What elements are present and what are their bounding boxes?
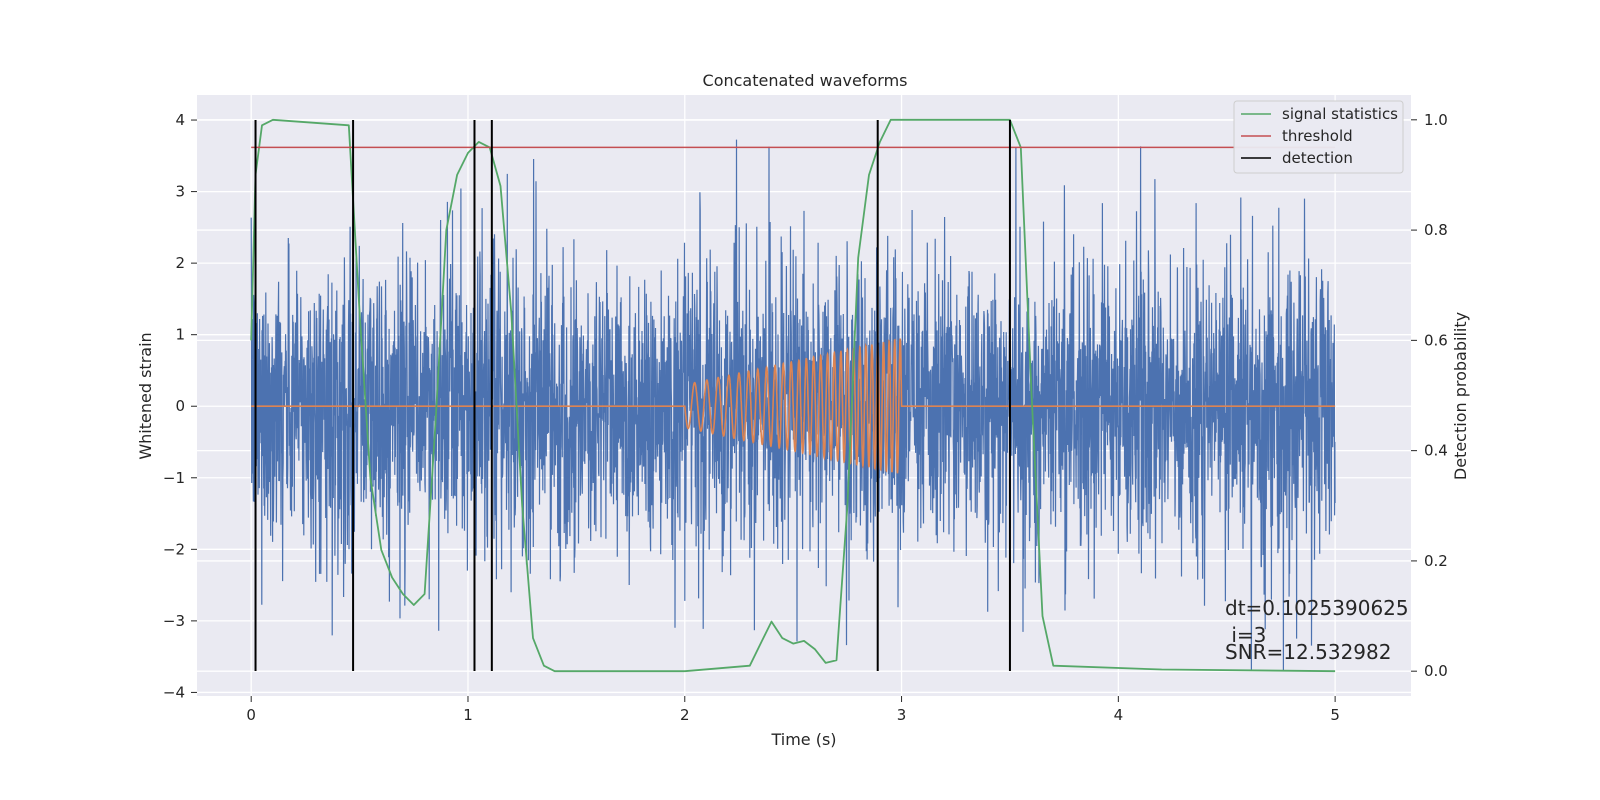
y2-axis-ticks: 1.0 0.8 0.6 0.4 0.2 0.0 xyxy=(1411,111,1448,680)
annotation-i: i=3 xyxy=(1225,623,1266,647)
y-axis-label: Whitened strain xyxy=(136,332,155,459)
x-tick-label-1: 1 xyxy=(463,706,473,724)
y2-tick-label-5: 0.0 xyxy=(1424,662,1448,680)
legend-box xyxy=(1233,100,1404,174)
detection-series xyxy=(254,120,1011,671)
x-tick-label-5: 5 xyxy=(1330,706,1340,724)
legend-label-detection: detection xyxy=(1282,149,1353,167)
annotation-snr: SNR=12.532982 xyxy=(1225,640,1391,664)
y-tick-label-1: 3 xyxy=(175,183,185,201)
y-tick-label-3: 1 xyxy=(175,326,185,344)
y-tick-label-8: −4 xyxy=(163,683,185,701)
strain-series xyxy=(250,139,1336,672)
chart-title: Concatenated waveforms xyxy=(703,71,908,90)
y2-tick-label-4: 0.2 xyxy=(1424,552,1448,570)
legend-label-threshold: threshold xyxy=(1282,127,1353,145)
legend-label-signal-statistics: signal statistics xyxy=(1282,105,1398,123)
y-tick-label-0: 4 xyxy=(175,111,185,129)
y2-tick-label-1: 0.8 xyxy=(1424,221,1448,239)
y-tick-label-2: 2 xyxy=(175,254,185,272)
y2-tick-label-3: 0.4 xyxy=(1424,442,1448,460)
y-tick-label-6: −2 xyxy=(163,540,185,558)
x-axis-label: Time (s) xyxy=(770,730,836,749)
x-axis-ticks: 0 1 2 3 4 5 xyxy=(246,696,1340,724)
signal-statistics-line xyxy=(250,118,1336,673)
legend: signal statistics threshold detection xyxy=(1233,100,1404,174)
x-tick-label-3: 3 xyxy=(897,706,907,724)
x-tick-label-2: 2 xyxy=(680,706,690,724)
x-tick-label-0: 0 xyxy=(246,706,256,724)
x-tick-label-4: 4 xyxy=(1114,706,1124,724)
y-axis-ticks: 4 3 2 1 0 −1 −2 −3 −4 xyxy=(163,111,197,701)
chirp-line xyxy=(251,338,1336,474)
signal-statistics-series xyxy=(250,118,1336,673)
chirp-series xyxy=(251,338,1336,474)
y2-axis-label: Detection probability xyxy=(1451,312,1470,480)
y-tick-label-5: −1 xyxy=(163,469,185,487)
annotation-dt: dt=0.1025390625 xyxy=(1225,596,1409,620)
y-tick-label-4: 0 xyxy=(175,397,185,415)
strain-noise-line xyxy=(250,139,1336,672)
y2-tick-label-0: 1.0 xyxy=(1424,111,1448,129)
y2-tick-label-2: 0.6 xyxy=(1424,331,1448,349)
y-tick-label-7: −3 xyxy=(163,612,185,630)
